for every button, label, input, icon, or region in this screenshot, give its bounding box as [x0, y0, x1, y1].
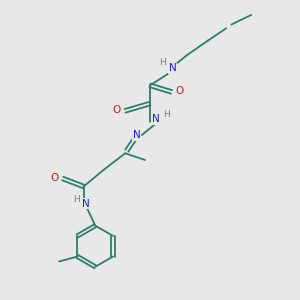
Text: O: O: [113, 105, 121, 115]
Text: N: N: [152, 114, 160, 124]
Text: H: H: [159, 58, 166, 67]
Text: H: H: [73, 195, 80, 204]
Text: N: N: [169, 63, 176, 73]
Text: O: O: [176, 86, 184, 96]
Text: N: N: [82, 199, 90, 209]
Text: H: H: [163, 110, 170, 119]
Text: O: O: [50, 172, 59, 182]
Text: N: N: [133, 130, 141, 140]
